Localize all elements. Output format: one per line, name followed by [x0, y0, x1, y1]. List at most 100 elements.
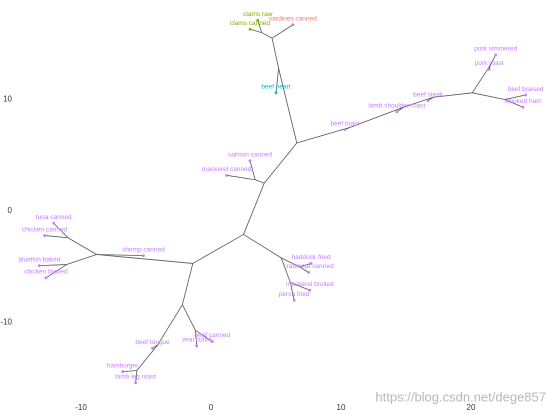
edge: [472, 92, 505, 100]
edge: [289, 282, 295, 301]
leaf-point: [43, 234, 46, 237]
leaf-point: [121, 370, 124, 374]
leaf-label: clams raw: [243, 11, 273, 18]
leaf-point: [307, 270, 310, 274]
leaf-label: haddock fried: [292, 254, 331, 261]
edge: [243, 234, 282, 259]
leaf-label: mackerel broiled: [286, 281, 334, 288]
leaf-label: shrimp canned: [122, 246, 165, 253]
leaf-point: [225, 173, 229, 177]
y-tick-label: 0: [8, 206, 13, 215]
edge: [249, 160, 256, 180]
edge: [195, 330, 213, 342]
leaf-label: beef tongue: [135, 339, 170, 346]
x-tick-label: 0: [209, 403, 214, 412]
edge: [296, 126, 351, 144]
leaf-label: bluefish baked: [18, 256, 60, 263]
edge: [226, 174, 256, 181]
leaf-point: [44, 276, 48, 280]
edge: [122, 370, 137, 373]
leaf-label: beef canned: [194, 332, 230, 339]
leaf-point: [291, 23, 295, 27]
leaf-point: [274, 91, 278, 95]
x-tick-label: 10: [337, 403, 346, 412]
leaf-point: [248, 159, 252, 163]
leaf-point: [38, 264, 41, 268]
edge: [182, 304, 196, 331]
leaf-point: [521, 105, 525, 109]
edge: [39, 264, 67, 267]
leaf-point: [426, 99, 430, 103]
edge: [66, 254, 97, 265]
leaf-point: [248, 27, 252, 31]
edge: [490, 54, 497, 66]
leaf-point: [308, 288, 312, 292]
leaf-point: [292, 298, 296, 302]
leaf-label: mackerel canned: [202, 166, 252, 173]
y-tick-label: 10: [3, 95, 12, 104]
leaf-label: beef braised: [508, 86, 544, 93]
edge: [504, 94, 526, 100]
leaf-label: crabmeat canned: [283, 263, 334, 270]
leaf-point: [309, 262, 313, 265]
x-tick-label: 20: [467, 403, 476, 412]
edge: [195, 330, 198, 346]
leaf-label: pork simmered: [474, 46, 517, 53]
leaf-point: [494, 53, 498, 57]
edge: [255, 179, 265, 184]
leaf-label: chicken broiled: [24, 269, 68, 276]
edge: [403, 96, 434, 108]
edge: [157, 304, 183, 346]
leaf-label: tuna canned: [36, 214, 72, 221]
edge: [278, 68, 298, 144]
edge: [249, 28, 262, 33]
edge: [53, 223, 69, 239]
leaf-label: veal cutlet: [182, 337, 211, 344]
leaf-point: [134, 381, 138, 385]
edge: [135, 370, 138, 383]
edge: [261, 32, 273, 39]
leaf-point: [195, 344, 199, 348]
edge: [271, 38, 279, 69]
edge: [67, 237, 97, 255]
edge: [136, 344, 159, 371]
leaf-point: [524, 93, 527, 97]
leaf-point: [142, 254, 145, 258]
edge: [243, 182, 265, 235]
leaf-label: hamburger: [107, 362, 139, 369]
leaf-point: [256, 18, 260, 22]
leaf-label: lamb leg roast: [115, 373, 156, 380]
leaf-point: [395, 110, 399, 114]
edge: [192, 234, 244, 264]
edge: [299, 266, 309, 273]
leaf-label: lamb shoulder roast: [368, 102, 425, 109]
edge: [44, 235, 69, 239]
edge: [349, 106, 404, 128]
leaf-label: smoked ham: [504, 98, 541, 105]
watermark: https://blog.csdn.net/dege857: [375, 389, 546, 404]
leaf-point: [487, 67, 491, 71]
edge: [504, 99, 524, 108]
leaf-label: beef heart: [261, 84, 290, 91]
edge: [275, 68, 279, 93]
x-tick-label: -10: [75, 403, 87, 412]
edge: [45, 264, 67, 279]
leaf-label: perch fried: [279, 291, 310, 298]
leaf-label: chicken canned: [22, 226, 68, 233]
y-tick-label: -10: [0, 318, 12, 327]
edge: [433, 92, 473, 98]
leaf-label: pork roast: [475, 60, 504, 67]
edge: [281, 257, 300, 268]
leaf-point: [210, 340, 214, 343]
leaf-label: sardines canned: [269, 15, 317, 22]
edge: [182, 263, 194, 305]
edge: [299, 263, 312, 268]
edge: [263, 142, 298, 184]
edge: [257, 20, 263, 33]
leaf-label: beef roast: [330, 120, 359, 127]
edge: [96, 254, 144, 257]
leaf-label: beef steak: [413, 91, 444, 98]
edge: [471, 64, 491, 94]
